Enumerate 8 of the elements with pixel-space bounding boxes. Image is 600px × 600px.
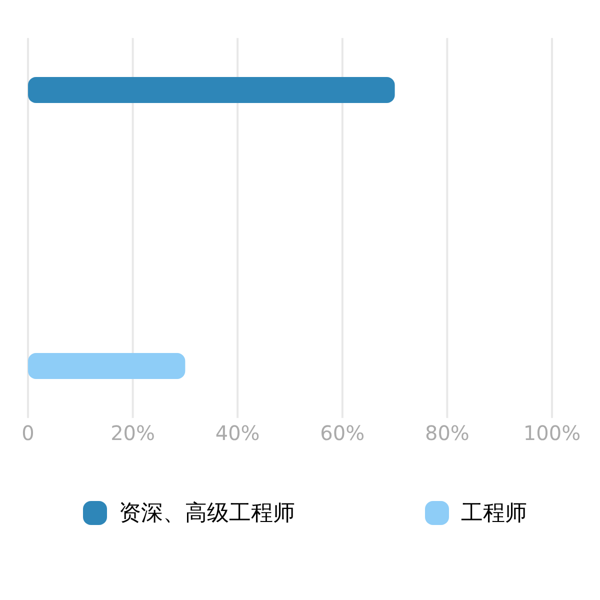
x-tick-label: 40% [215, 421, 260, 446]
legend-label: 资深、高级工程师 [119, 500, 295, 528]
legend-label: 工程师 [461, 500, 527, 528]
x-tick-label: 60% [320, 421, 365, 446]
x-tick-label: 80% [424, 421, 470, 446]
x-tick-label: 20% [110, 421, 156, 446]
x-tick-label: 100% [523, 421, 581, 446]
x-tick-label: 0 [22, 421, 34, 446]
